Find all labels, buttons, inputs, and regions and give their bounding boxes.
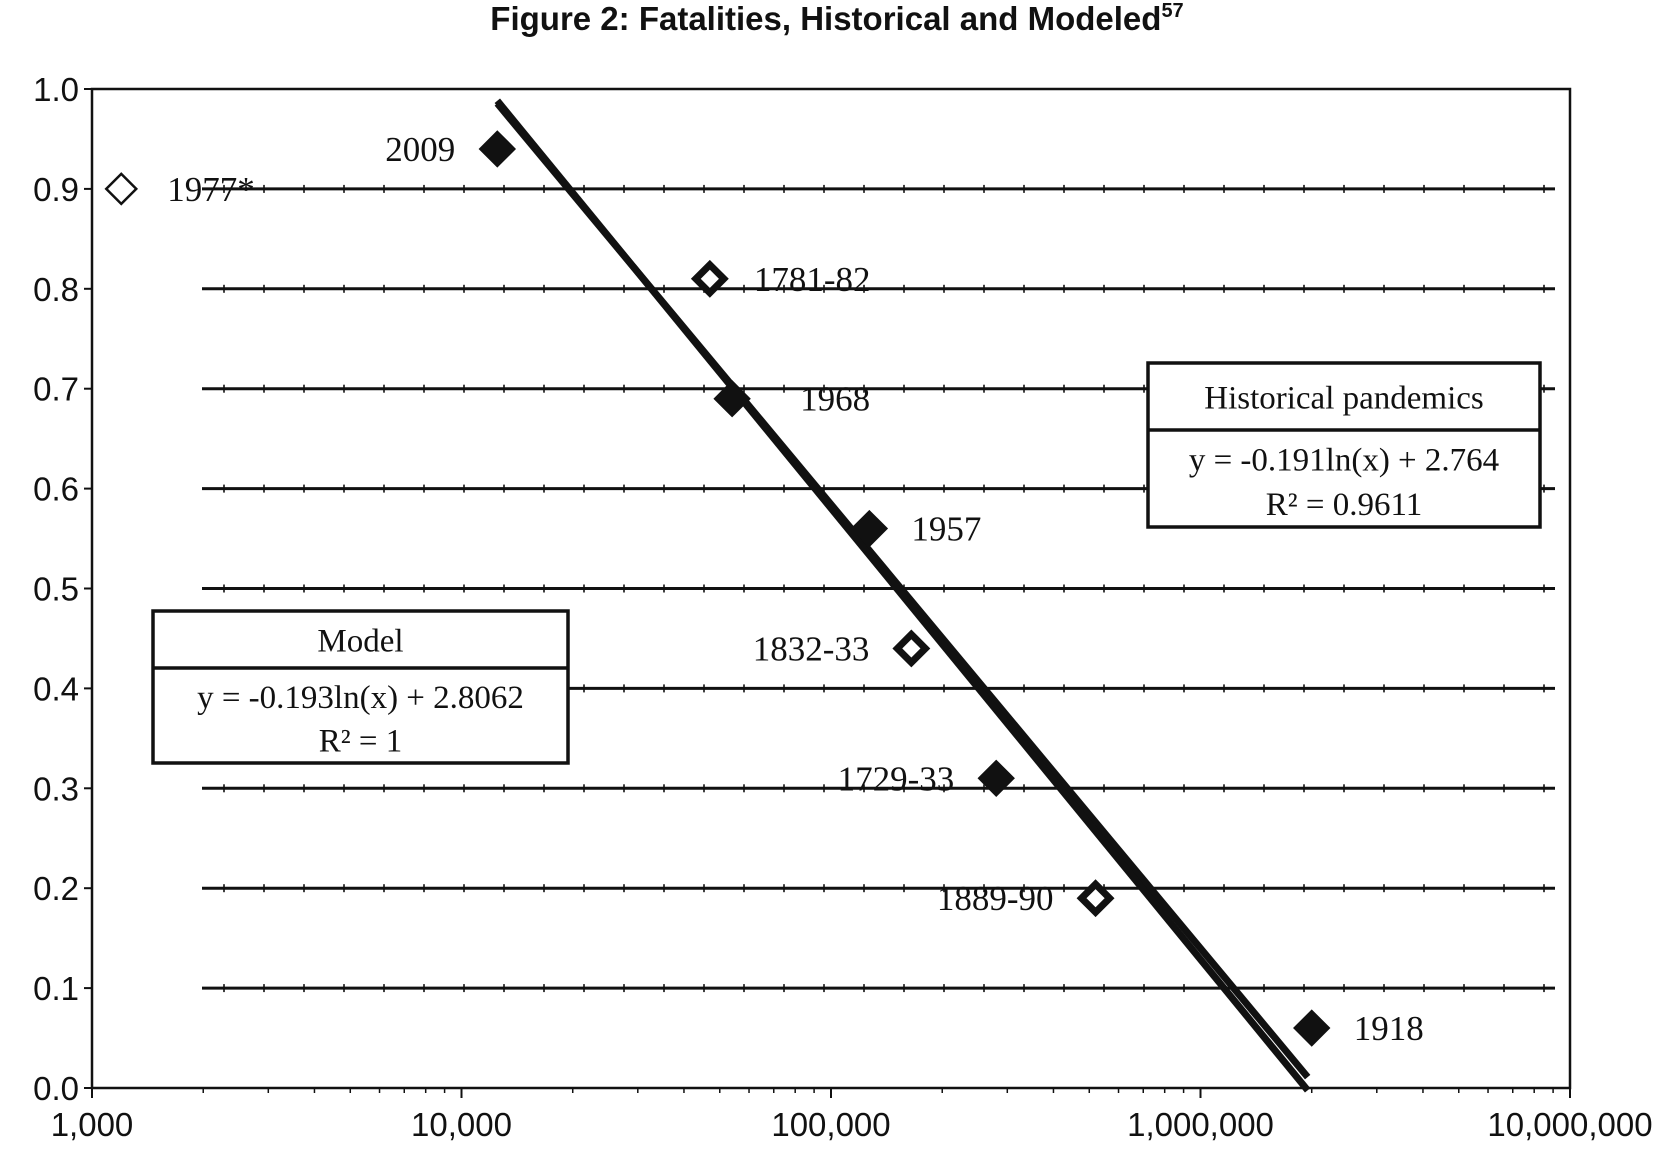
equation-box-title: Model <box>317 624 403 660</box>
x-tick-label: 1,000 <box>51 1106 134 1143</box>
equation-box-r2: R² = 0.9611 <box>1266 487 1423 523</box>
data-point-label: 1729-33 <box>838 759 955 798</box>
y-tick-label: 0.7 <box>33 371 79 408</box>
y-tick-label: 0.2 <box>33 870 79 907</box>
chart-title-superscript: 57 <box>1161 0 1183 22</box>
y-tick-label: 0.9 <box>33 171 79 208</box>
y-tick-label: 0.4 <box>33 670 79 707</box>
x-tick-label: 100,000 <box>771 1106 890 1143</box>
legend-box-layer: Model y = -0.193ln(x) + 2.8062 R² = 1 Histo… <box>151 361 1542 765</box>
data-point-marker <box>1076 879 1115 918</box>
grid-layer <box>202 184 1555 993</box>
equation-box-equation: y = -0.193ln(x) + 2.8062 <box>197 680 524 716</box>
equation-box-r2: R² = 1 <box>319 723 403 759</box>
data-point-label: 1918 <box>1354 1009 1424 1048</box>
data-point-marker <box>690 259 729 298</box>
y-tick-label: 0.6 <box>33 471 79 508</box>
data-point-marker <box>713 379 751 418</box>
trendline <box>494 98 1311 1093</box>
trendline-layer <box>494 98 1311 1093</box>
data-point-marker <box>892 629 931 668</box>
y-tick-label: 0.0 <box>33 1070 79 1107</box>
data-point-label: 1957 <box>911 510 981 549</box>
y-tick-label: 1.0 <box>33 71 79 108</box>
y-tick-label: 0.8 <box>33 271 79 308</box>
x-tick-label: 1,000,000 <box>1127 1106 1274 1143</box>
equation-box-title: Historical pandemics <box>1204 381 1484 417</box>
data-point-marker <box>977 759 1015 798</box>
data-point-label: 1968 <box>800 380 870 419</box>
data-point-label: 1781-82 <box>754 260 871 299</box>
points-layer: 2009 1977* 1781-82 1968 1957 1832-33 1729-33 18… <box>104 130 1424 1048</box>
data-point-label: 2009 <box>385 130 455 169</box>
y-tick-label: 0.3 <box>33 770 79 807</box>
chart-title: Figure 2: Fatalities, Historical and Mod… <box>490 0 1183 37</box>
x-tick-label: 10,000,000 <box>1487 1106 1652 1143</box>
data-point-marker <box>478 130 517 168</box>
y-tick-label: 0.5 <box>33 571 79 608</box>
data-point-label: 1889-90 <box>937 879 1054 918</box>
data-point-label: 1832-33 <box>753 629 870 668</box>
data-point-marker <box>1293 1009 1331 1047</box>
data-point-label: 1977* <box>167 170 255 209</box>
data-point-marker <box>104 172 139 206</box>
data-point-marker <box>850 509 889 548</box>
equation-box <box>1146 361 1542 529</box>
x-tick-label: 10,000 <box>411 1106 512 1143</box>
equation-box-equation: y = -0.191ln(x) + 2.764 <box>1189 442 1499 478</box>
y-tick-label: 0.1 <box>33 970 79 1007</box>
equation-box <box>151 609 570 765</box>
axes-layer: 0.0 0.1 0.2 0.3 0.4 0.5 0.6 0.7 0.8 0.9 1.0 1,000 10… <box>33 71 1652 1143</box>
chart-title-text: Figure 2: Fatalities, Historical and Mod… <box>490 0 1161 37</box>
